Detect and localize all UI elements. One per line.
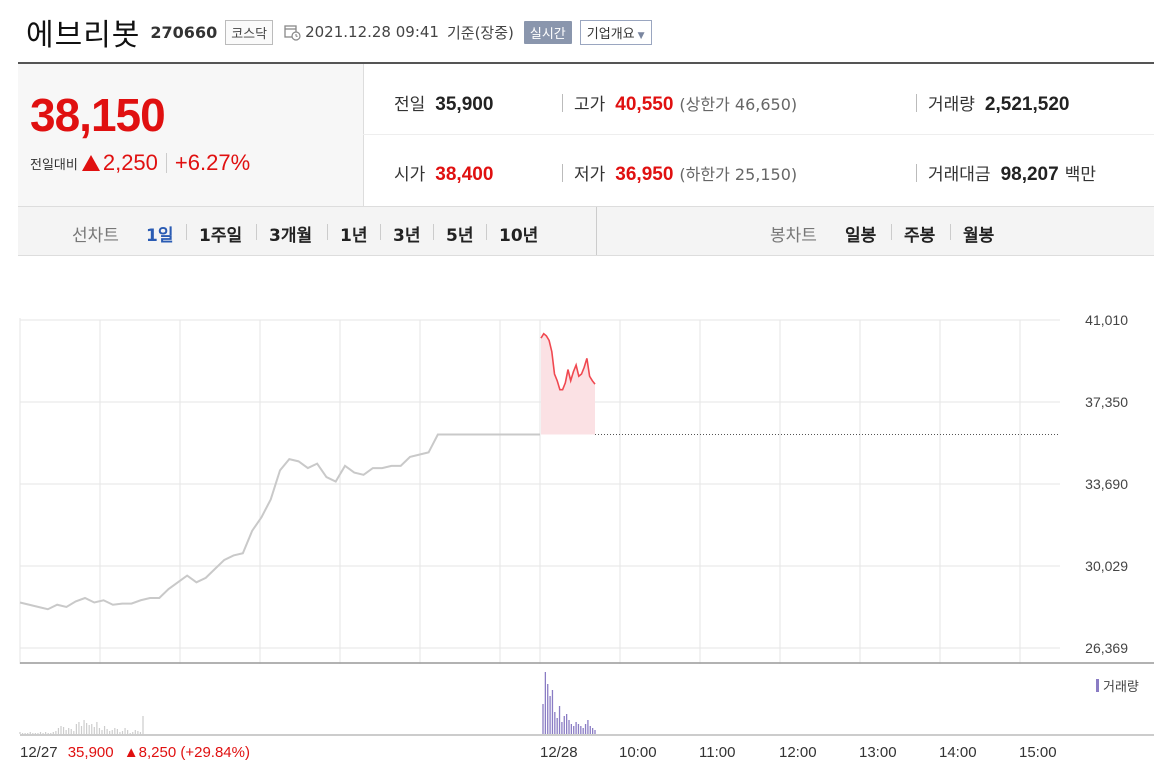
stock-code: 270660 (150, 22, 218, 42)
calendar-clock-icon (283, 23, 301, 41)
company-overview-dropdown[interactable]: 기업개요 ▼ (579, 19, 652, 45)
up-triangle-icon (81, 155, 100, 171)
tab-1w[interactable]: 1주일 (199, 226, 243, 246)
y-tick-label: 30,029 (1085, 558, 1128, 574)
row-divider (363, 134, 1154, 135)
volume-legend-label: 거래량 (1103, 680, 1139, 695)
tab-3y[interactable]: 3년 (393, 226, 421, 246)
x-tick-label: 10:00 (619, 744, 657, 761)
divider (916, 94, 917, 112)
low-value: 36,950 (615, 164, 674, 185)
divider (486, 224, 487, 240)
prev-day-change: ▲8,250 (+29.84%) (123, 744, 250, 761)
volume-legend: 거래량 (1096, 676, 1139, 695)
y-tick-label: 37,350 (1085, 394, 1128, 410)
upper-limit: (상한가 46,650) (679, 95, 798, 114)
high-label: 고가 (574, 95, 606, 115)
divider (950, 224, 951, 240)
volume-swatch (1096, 679, 1099, 692)
price-summary: 38,150 전일대비 2,250 +6.27% 전일 35,900 고가 40… (18, 62, 1154, 206)
price-lines (19, 332, 596, 611)
open-value: 38,400 (435, 164, 494, 185)
low-label: 저가 (574, 165, 606, 185)
prev-day-change-pct: (+29.84%) (180, 744, 250, 761)
tab-weekly-candle[interactable]: 주봉 (904, 226, 936, 246)
prev-day-price-line (19, 433, 540, 611)
current-price: 38,150 (30, 89, 166, 141)
y-tick-label: 26,369 (1085, 640, 1128, 656)
stock-name: 에브리봇 (26, 18, 141, 53)
tab-group-divider (596, 207, 597, 255)
high-price: 고가 40,550 (상한가 46,650) (574, 90, 797, 116)
divider (380, 224, 381, 240)
prev-close: 전일 35,900 (394, 90, 493, 116)
tab-daily-candle[interactable]: 일봉 (845, 226, 877, 246)
quote-basis: 기준(장중) (446, 23, 514, 42)
caret-down-icon: ▼ (637, 30, 645, 41)
prev-day-close: 35,900 (67, 744, 114, 761)
tab-1y[interactable]: 1년 (340, 226, 368, 246)
line-chart-label: 선차트 (72, 226, 119, 246)
divider (433, 224, 434, 240)
low-price: 저가 36,950 (하한가 25,150) (574, 160, 797, 186)
y-axis-labels: 41,010 37,350 33,690 30,029 26,369 (1085, 312, 1128, 656)
tab-monthly-candle[interactable]: 월봉 (963, 226, 995, 246)
prev-close-value: 35,900 (435, 94, 494, 115)
volume-label: 거래량 (928, 95, 975, 115)
x-tick-label: 12/28 (540, 744, 578, 761)
divider (327, 224, 328, 240)
divider (891, 224, 892, 240)
y-tick-label: 33,690 (1085, 476, 1128, 492)
divider (562, 164, 563, 182)
amount-label: 거래대금 (928, 165, 991, 185)
change-label: 전일대비 (30, 157, 78, 173)
market-badge: 코스닥 (225, 19, 274, 45)
amount-unit: 백만 (1064, 165, 1096, 185)
today-price-area (541, 333, 595, 435)
x-tick-label: 11:00 (699, 744, 736, 761)
chart-period-tabs: 선차트 1일 1주일 3개월 1년 3년 5년 10년 봉차트 일봉 주봉 월봉 (18, 206, 1154, 256)
divider (916, 164, 917, 182)
realtime-button[interactable]: 실시간 (523, 20, 572, 44)
divider (186, 224, 187, 240)
prev-close-label: 전일 (394, 95, 426, 115)
candle-chart-label: 봉차트 (770, 226, 817, 246)
lower-limit: (하한가 25,150) (679, 165, 798, 184)
amount-value: 98,207 (1000, 164, 1059, 185)
tab-3m[interactable]: 3개월 (269, 226, 313, 246)
quote-datetime: 2021.12.28 09:41 (305, 23, 439, 41)
tab-5y[interactable]: 5년 (446, 226, 474, 246)
today-price-line (540, 332, 596, 391)
divider (165, 153, 167, 173)
y-tick-label: 41,010 (1085, 312, 1128, 328)
prev-day-info: 12/27 35,900 ▲8,250 (+29.84%) (20, 744, 250, 761)
tab-10y[interactable]: 10년 (499, 226, 539, 246)
divider (256, 224, 257, 240)
prev-day-date: 12/27 (20, 744, 58, 761)
volume-bars (19, 672, 596, 734)
intraday-price-chart: 41,010 37,350 33,690 30,029 26,369 (19, 312, 1154, 736)
price-change: 전일대비 2,250 +6.27% (30, 150, 250, 176)
tab-1d[interactable]: 1일 (146, 226, 174, 246)
divider (562, 94, 563, 112)
high-value: 40,550 (615, 94, 674, 115)
company-overview-label: 기업개요 (586, 26, 635, 42)
x-tick-label: 15:00 (1019, 744, 1057, 761)
change-amount: 2,250 (102, 150, 158, 175)
x-tick-label: 12:00 (779, 744, 817, 761)
prev-day-change-amount: 8,250 (138, 744, 177, 761)
volume-value: 2,521,520 (984, 94, 1070, 115)
price-fill (541, 333, 595, 435)
trade-amount: 거래대금 98,207 백만 (928, 160, 1096, 186)
chart-grid (19, 318, 1154, 736)
stock-header: 에브리봇 270660 코스닥 2021.12.28 09:41 기준(장중) … (26, 12, 652, 53)
current-price-box: 38,150 전일대비 2,250 +6.27% (18, 64, 364, 206)
change-percent: +6.27% (174, 150, 251, 175)
open-price: 시가 38,400 (394, 160, 493, 186)
x-tick-label: 13:00 (859, 744, 897, 761)
volume: 거래량 2,521,520 (928, 90, 1069, 116)
x-tick-label: 14:00 (939, 744, 977, 761)
open-label: 시가 (394, 165, 426, 185)
